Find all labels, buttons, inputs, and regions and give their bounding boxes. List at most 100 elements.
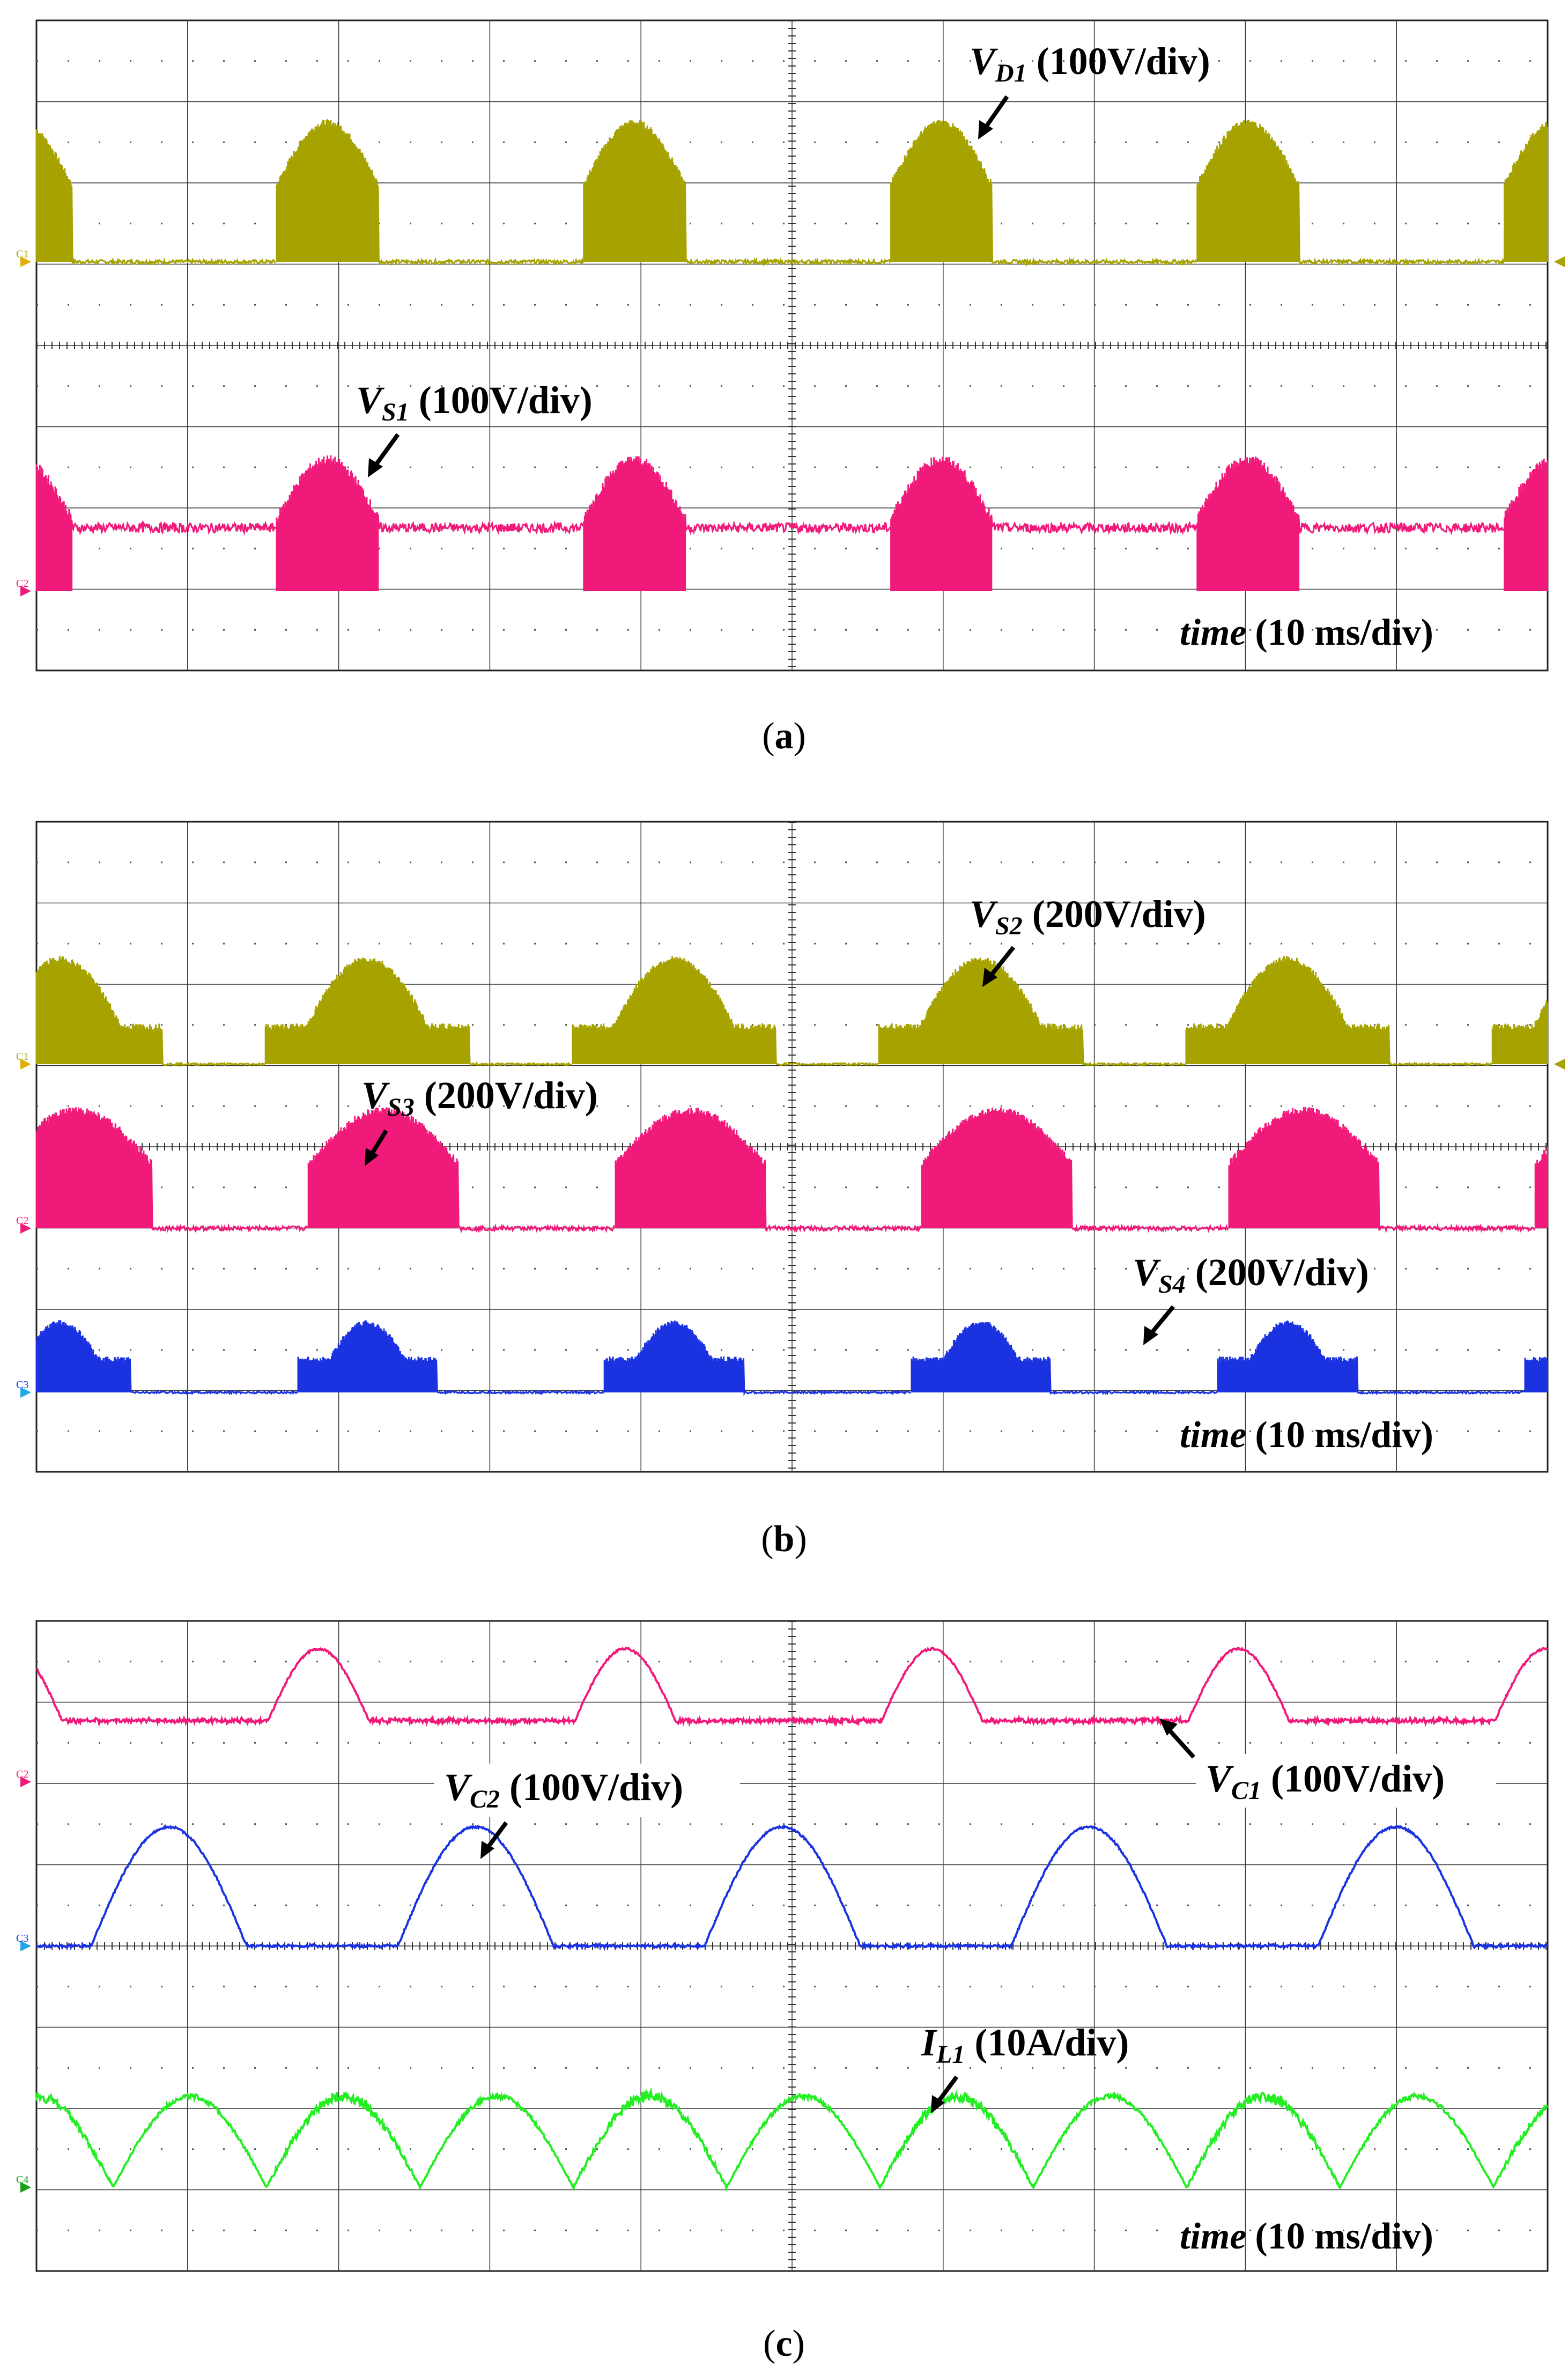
label-vs3-sub: S3: [387, 1093, 415, 1122]
label-time-c-scale: (10 ms/div): [1255, 2216, 1433, 2257]
caption-c-letter: c: [775, 2323, 792, 2364]
trigger-marker-right-b: [1554, 1059, 1565, 1070]
svg-text:time(10 ms/div): time (10 ms/div): [1180, 612, 1433, 653]
label-vc1-sub: C1: [1231, 1776, 1261, 1805]
label-vs4: VS4 (200V/div): [1133, 1251, 1369, 1345]
trace-vc2: C3: [16, 1823, 1549, 1951]
label-vs2-scale: (200V/div): [1032, 893, 1206, 935]
label-vs1: VS1 (100V/div): [356, 379, 593, 477]
trace-vs3: C2: [16, 1107, 1549, 1234]
svg-text:VS3(200V/div): VS3 (200V/div): [361, 1074, 598, 1122]
label-vc2-arrowhead: [480, 1841, 494, 1859]
label-vc2-sub: C2: [470, 1785, 500, 1813]
label-time-b-word: time: [1180, 1414, 1246, 1456]
label-vs1-sub: S1: [382, 398, 409, 426]
channel-marker-c3-c: [20, 1941, 31, 1951]
trace-vc1-line: [36, 1646, 1549, 1728]
caption-c: (c): [763, 2323, 805, 2364]
caption-a-letter: a: [775, 716, 794, 757]
label-vs2-sub: S2: [995, 912, 1023, 940]
svg-text:VS4(200V/div): VS4 (200V/div): [1133, 1251, 1369, 1299]
caption-b-letter: b: [774, 1518, 795, 1560]
label-vc1: VC1 (100V/div): [1159, 1719, 1496, 1808]
label-vs4-main: V: [1133, 1251, 1161, 1294]
label-il1-sub: L1: [936, 2040, 965, 2069]
label-vs2: VS2 (200V/div): [970, 893, 1206, 987]
label-time-a-scale: (10 ms/div): [1255, 612, 1433, 653]
trace-vc1: C2: [16, 1646, 1549, 1787]
label-vc2-backdrop: [434, 1764, 740, 1817]
label-time-a: time (10 ms/div): [1180, 612, 1433, 653]
svg-text:VS2(200V/div): VS2 (200V/div): [970, 893, 1206, 940]
label-il1-arrowhead: [931, 2095, 945, 2113]
label-vd1-sub: D1: [995, 59, 1027, 87]
trace-vs4-line: [35, 1320, 1549, 1397]
channel-label-c4-c: C4: [16, 2174, 28, 2186]
trace-vs2: C1: [16, 956, 1565, 1070]
label-time-c-word: time: [1180, 2216, 1246, 2257]
svg-text:IL1(10A/div): IL1 (10A/div): [921, 2021, 1129, 2069]
label-vs3-scale: (200V/div): [424, 1074, 598, 1117]
channel-marker-c2-b: [20, 1223, 31, 1234]
label-vs4-sub: S4: [1158, 1270, 1186, 1299]
svg-text:time(10 ms/div): time (10 ms/div): [1180, 1414, 1433, 1456]
channel-marker-c2-c: [20, 1776, 31, 1787]
channel-label-c1: C1: [16, 248, 28, 260]
label-vs4-scale: (200V/div): [1195, 1251, 1369, 1294]
channel-label-c2-c: C2: [16, 1768, 28, 1780]
trace-vs4: C3: [16, 1320, 1549, 1398]
channel-marker-c2: [20, 586, 31, 596]
label-vs1-main: V: [356, 379, 384, 422]
label-vd1-scale: (100V/div): [1037, 40, 1210, 83]
label-il1-main: I: [921, 2021, 938, 2064]
channel-label-c3-b: C3: [16, 1379, 28, 1391]
label-vd1-main: V: [970, 40, 998, 83]
label-il1-scale: (10A/div): [974, 2021, 1129, 2064]
label-vs4-arrowhead: [1143, 1326, 1158, 1345]
label-time-a-word: time: [1180, 612, 1246, 653]
caption-b: (b): [761, 1518, 807, 1560]
label-vs3-main: V: [361, 1074, 390, 1117]
channel-label-c2: C2: [16, 578, 28, 589]
svg-text:VS1(100V/div): VS1 (100V/div): [356, 379, 593, 426]
label-vs1-scale: (100V/div): [419, 379, 593, 422]
label-vs3-arrowhead: [365, 1148, 379, 1166]
label-vc2: VC2 (100V/div): [434, 1764, 740, 1859]
label-vs3: VS3 (200V/div): [361, 1074, 598, 1166]
trace-vs3-line: [35, 1107, 1549, 1234]
label-vc2-scale: (100V/div): [509, 1766, 683, 1809]
trace-vs1: C2: [16, 455, 1549, 596]
label-vc1-scale: (100V/div): [1271, 1757, 1445, 1800]
label-time-b: time (10 ms/div): [1180, 1414, 1433, 1456]
label-vd1-arrowhead: [978, 120, 993, 139]
panel-a: C1 C2 VD1 (100V/div) VS1 (100V/div) time(: [16, 19, 1565, 757]
channel-label-c3-c: C3: [16, 1933, 28, 1944]
trigger-marker-right: [1554, 256, 1565, 267]
trace-il1: C4: [16, 2087, 1549, 2193]
channel-marker-c1-b: [20, 1059, 31, 1070]
trace-vc2-line: [35, 1823, 1549, 1951]
label-vc1-main: V: [1205, 1757, 1234, 1800]
label-il1: IL1 (10A/div): [921, 2021, 1129, 2113]
svg-text:time(10 ms/div): time (10 ms/div): [1180, 2216, 1433, 2257]
panel-c: C2 C3 C4 VC1 (100V/div) VC2 (100V/div): [16, 1620, 1549, 2364]
label-vs2-main: V: [970, 893, 998, 935]
trace-vd1-line: [35, 119, 1549, 267]
label-vs2-arrowhead: [982, 968, 997, 987]
channel-marker-c1: [20, 256, 31, 267]
channel-label-c1-b: C1: [16, 1051, 28, 1063]
svg-text:VC1(100V/div): VC1 (100V/div): [1205, 1757, 1445, 1805]
panel-a-grid: [35, 19, 1549, 672]
trace-vs2-line: [35, 956, 1549, 1067]
label-vc2-main: V: [444, 1766, 472, 1809]
channel-label-c2-b: C2: [16, 1215, 28, 1227]
label-vc1-backdrop: [1196, 1754, 1496, 1808]
caption-a: (a): [762, 716, 806, 757]
label-vc1-arrowhead: [1159, 1719, 1178, 1736]
label-vd1: VD1 (100V/div): [970, 40, 1210, 139]
panel-b: C1 C2 C3 VS2 (200V/div) VS3 (200V/div): [16, 821, 1565, 1560]
trace-vd1: C1: [16, 119, 1565, 267]
label-time-b-scale: (10 ms/div): [1255, 1414, 1433, 1456]
channel-marker-c4-c: [20, 2182, 31, 2193]
